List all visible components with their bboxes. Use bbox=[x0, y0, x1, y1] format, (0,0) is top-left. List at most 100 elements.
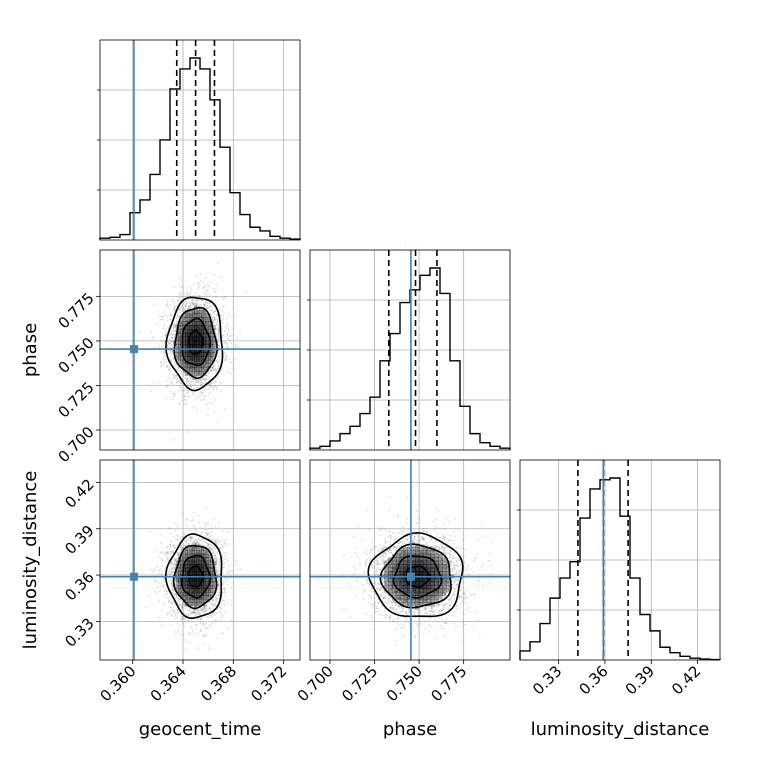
scatter-point bbox=[212, 600, 215, 603]
scatter-point bbox=[201, 383, 204, 386]
scatter-point bbox=[192, 511, 195, 514]
scatter-point bbox=[172, 328, 175, 330]
scatter-point bbox=[213, 587, 216, 589]
scatter-point bbox=[196, 313, 199, 316]
scatter-point bbox=[209, 356, 212, 359]
scatter-point bbox=[188, 315, 191, 318]
scatter-point bbox=[211, 336, 214, 339]
scatter-point bbox=[183, 592, 186, 595]
scatter-point bbox=[189, 313, 192, 316]
scatter-point bbox=[185, 381, 188, 384]
scatter-point bbox=[215, 333, 217, 335]
scatter-point bbox=[169, 338, 171, 341]
scatter-point bbox=[222, 599, 225, 602]
scatter-point bbox=[216, 637, 219, 640]
scatter-point bbox=[157, 599, 160, 602]
scatter-point bbox=[200, 531, 203, 534]
scatter-point bbox=[208, 354, 211, 357]
density-pixel bbox=[189, 348, 193, 353]
scatter-point bbox=[210, 531, 213, 534]
scatter-point bbox=[202, 303, 205, 306]
scatter-point bbox=[214, 385, 217, 388]
scatter-point bbox=[176, 354, 179, 357]
scatter-point bbox=[206, 556, 209, 559]
scatter-point bbox=[170, 314, 173, 317]
density-pixel bbox=[205, 355, 209, 361]
scatter-point bbox=[173, 286, 175, 289]
scatter-point bbox=[217, 335, 219, 337]
scatter-point bbox=[170, 318, 173, 321]
density-pixel bbox=[175, 336, 179, 342]
scatter-point bbox=[202, 299, 205, 302]
scatter-point bbox=[186, 365, 188, 368]
scatter-point bbox=[178, 330, 181, 333]
scatter-point bbox=[206, 321, 209, 324]
scatter-point bbox=[183, 545, 186, 548]
scatter-point bbox=[203, 556, 206, 559]
scatter-point bbox=[180, 382, 182, 385]
scatter-point bbox=[207, 316, 209, 319]
scatter-point bbox=[217, 328, 220, 331]
scatter-point bbox=[210, 345, 213, 348]
scatter-point bbox=[222, 298, 224, 301]
scatter-point bbox=[184, 305, 187, 308]
scatter-point bbox=[171, 608, 174, 611]
scatter-point bbox=[188, 363, 191, 366]
scatter-point bbox=[205, 312, 207, 315]
density-pixel bbox=[201, 348, 204, 353]
scatter-point bbox=[174, 558, 177, 561]
scatter-point bbox=[184, 387, 187, 390]
scatter-point bbox=[210, 580, 213, 583]
scatter-point bbox=[188, 307, 191, 310]
scatter-point bbox=[163, 340, 166, 343]
scatter-point bbox=[199, 399, 202, 402]
scatter-point bbox=[187, 619, 190, 622]
scatter-point bbox=[228, 358, 231, 361]
scatter-point bbox=[180, 620, 183, 623]
scatter-point bbox=[170, 353, 172, 356]
density-pixel bbox=[210, 359, 214, 365]
scatter-point bbox=[190, 385, 193, 388]
scatter-point bbox=[201, 371, 204, 374]
scatter-point bbox=[174, 560, 177, 562]
density-pixel bbox=[196, 352, 200, 357]
scatter-point bbox=[204, 597, 207, 600]
scatter-point bbox=[176, 299, 179, 302]
scatter-point bbox=[184, 299, 187, 302]
scatter-point bbox=[178, 350, 181, 353]
scatter-point bbox=[233, 368, 236, 370]
scatter-point bbox=[199, 309, 201, 312]
scatter-point bbox=[179, 352, 182, 355]
scatter-point bbox=[209, 386, 212, 389]
scatter-point bbox=[198, 539, 201, 542]
scatter-point bbox=[180, 292, 182, 295]
scatter-point bbox=[189, 378, 192, 380]
scatter-point bbox=[180, 569, 183, 572]
scatter-point bbox=[192, 629, 194, 631]
scatter-point bbox=[175, 317, 178, 319]
scatter-point bbox=[162, 586, 165, 588]
density-pixel bbox=[189, 328, 193, 334]
scatter-point bbox=[183, 316, 186, 319]
scatter-point bbox=[204, 540, 206, 543]
scatter-point bbox=[203, 604, 206, 606]
scatter-point bbox=[216, 587, 219, 589]
scatter-point bbox=[195, 369, 198, 371]
density-pixel bbox=[205, 321, 209, 326]
scatter-point bbox=[186, 391, 189, 394]
scatter-point bbox=[206, 543, 209, 546]
scatter-point bbox=[177, 299, 180, 302]
density-pixel bbox=[205, 344, 209, 349]
scatter-point bbox=[180, 559, 183, 562]
density-pixel bbox=[194, 359, 198, 365]
scatter-point bbox=[170, 381, 173, 384]
scatter-point bbox=[188, 543, 191, 546]
scatter-point bbox=[178, 345, 180, 348]
scatter-point bbox=[179, 332, 182, 334]
scatter-point bbox=[211, 366, 214, 369]
scatter-point bbox=[193, 598, 196, 601]
scatter-point bbox=[163, 311, 165, 313]
scatter-point bbox=[205, 378, 208, 381]
scatter-point bbox=[211, 571, 214, 574]
scatter-point bbox=[192, 302, 195, 305]
